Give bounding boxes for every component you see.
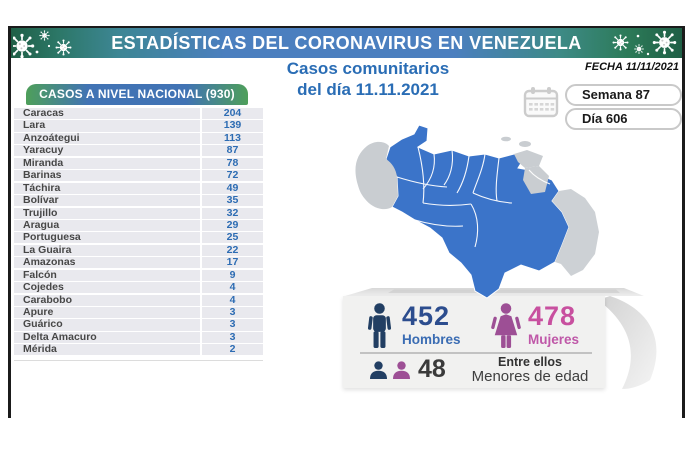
table-row: Portuguesa 25 — [14, 232, 263, 244]
state-name: Carabobo — [14, 294, 200, 306]
state-cases: 35 — [202, 194, 263, 207]
page-title: ESTADÍSTICAS DEL CORONAVIRUS EN VENEZUEL… — [111, 33, 582, 53]
state-cases: 204 — [202, 107, 263, 120]
table-row: Lara 139 — [14, 120, 263, 132]
table-row: Apure 3 — [14, 306, 263, 319]
subtitle: Casos comunitarios del día 11.11.2021 — [272, 58, 464, 100]
state-cases: 3 — [202, 306, 263, 319]
state-cases: 29 — [202, 219, 263, 232]
date-label: FECHA 11/11/2021 — [585, 61, 679, 73]
table-row: Táchira 49 — [14, 182, 263, 194]
state-name: Miranda — [14, 157, 200, 169]
minor-girl-icon — [393, 361, 410, 379]
cases-table-header: CASOS A NIVEL NACIONAL (930) — [26, 84, 248, 105]
week-badge: Semana 87 — [565, 84, 682, 106]
table-row: Yaracuy 87 — [14, 145, 263, 157]
state-name: Bolívar — [14, 194, 200, 207]
state-cases: 87 — [202, 145, 263, 157]
cases-table-bottom-rule — [14, 360, 263, 361]
state-name: Yaracuy — [14, 145, 200, 157]
table-row: Mérida 2 — [14, 344, 263, 356]
table-row: Trujillo 32 — [14, 207, 263, 219]
table-row: Carabobo 4 — [14, 294, 263, 306]
state-name: Portuguesa — [14, 232, 200, 244]
state-cases: 3 — [202, 331, 263, 343]
men-count: 452 — [402, 301, 451, 331]
table-row: Guárico 3 — [14, 319, 263, 331]
header-banner: ESTADÍSTICAS DEL CORONAVIRUS EN VENEZUEL… — [11, 28, 682, 58]
minors-count: 48 — [418, 355, 446, 383]
women-count: 478 — [528, 301, 577, 331]
state-name: Cojedes — [14, 281, 200, 294]
state-cases: 139 — [202, 120, 263, 132]
state-cases: 4 — [202, 281, 263, 294]
table-row: Caracas 204 — [14, 107, 263, 120]
table-row: La Guaira 22 — [14, 244, 263, 256]
state-cases: 32 — [202, 207, 263, 219]
state-cases: 113 — [202, 132, 263, 144]
state-cases: 3 — [202, 319, 263, 331]
state-cases: 4 — [202, 294, 263, 306]
table-row: Delta Amacuro 3 — [14, 331, 263, 343]
state-cases: 2 — [202, 344, 263, 356]
state-name: Amazonas — [14, 257, 200, 269]
minor-boy-icon — [370, 361, 387, 379]
state-name: Mérida — [14, 344, 200, 356]
state-cases: 72 — [202, 169, 263, 182]
minors-label-line2: Menores de edad — [471, 368, 589, 385]
state-cases: 9 — [202, 269, 263, 281]
virus-cluster-left-icon — [13, 30, 72, 58]
state-cases: 22 — [202, 244, 263, 256]
state-cases: 49 — [202, 182, 263, 194]
state-name: Aragua — [14, 219, 200, 232]
state-name: Anzoátegui — [14, 132, 200, 144]
state-name: Táchira — [14, 182, 200, 194]
state-name: Barinas — [14, 169, 200, 182]
state-name: Guárico — [14, 319, 200, 331]
cases-table-body: Caracas 204 Lara 139 Anzoátegui 113 Yara… — [14, 107, 263, 356]
table-row: Falcón 9 — [14, 269, 263, 281]
state-name: La Guaira — [14, 244, 200, 256]
table-row: Barinas 72 — [14, 169, 263, 182]
summary-card — [343, 296, 605, 388]
state-name: Delta Amacuro — [14, 331, 200, 343]
minors-label-line1: Entre ellos — [498, 355, 562, 369]
women-label: Mujeres — [528, 332, 580, 347]
virus-cluster-right-icon — [612, 30, 677, 56]
man-icon — [367, 303, 392, 348]
subtitle-line1: Casos comunitarios — [286, 59, 450, 78]
state-name: Apure — [14, 306, 200, 319]
table-row: Bolívar 35 — [14, 194, 263, 207]
state-cases: 25 — [202, 232, 263, 244]
state-name: Lara — [14, 120, 200, 132]
calendar-icon — [523, 87, 559, 118]
day-badge: Día 606 — [565, 108, 682, 130]
men-label: Hombres — [402, 332, 461, 347]
subtitle-line2: del día 11.11.2021 — [297, 80, 439, 99]
table-row: Cojedes 4 — [14, 281, 263, 294]
state-name: Caracas — [14, 107, 200, 120]
table-row: Anzoátegui 113 — [14, 132, 263, 144]
state-cases: 78 — [202, 157, 263, 169]
minors-label: Entre ellos Menores de edad — [452, 355, 608, 385]
woman-icon — [491, 303, 521, 348]
state-cases: 17 — [202, 257, 263, 269]
table-row: Amazonas 17 — [14, 257, 263, 269]
table-row: Aragua 29 — [14, 219, 263, 232]
table-row: Miranda 78 — [14, 157, 263, 169]
summary-divider — [360, 352, 592, 354]
state-name: Trujillo — [14, 207, 200, 219]
state-name: Falcón — [14, 269, 200, 281]
